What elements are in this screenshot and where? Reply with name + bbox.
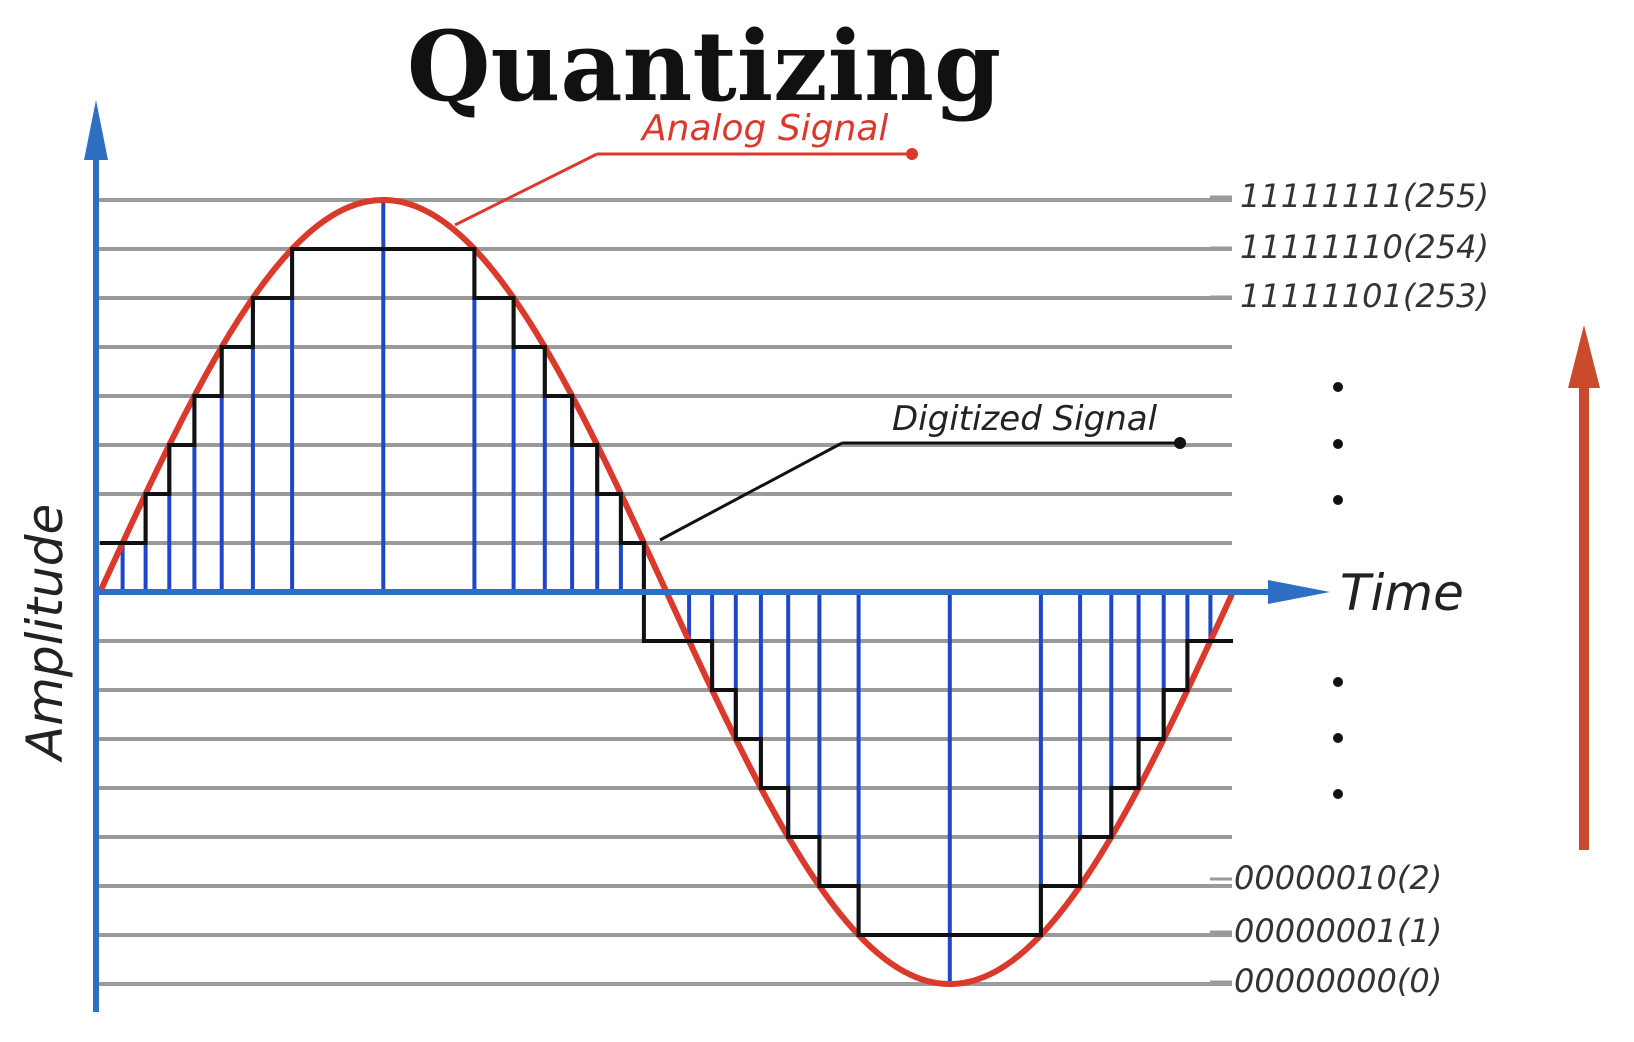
analog-signal-label: Analog Signal xyxy=(640,108,888,149)
quantization-level-lines xyxy=(96,198,1232,986)
increasing-level-arrow xyxy=(1568,325,1600,850)
ellipsis-dot xyxy=(1333,495,1343,505)
digitized-signal-label: Digitized Signal xyxy=(892,399,1158,439)
level-code-254: 11111110(254) xyxy=(1240,228,1489,266)
diagram-title: Quantizing xyxy=(407,10,1001,123)
ellipsis-dot xyxy=(1333,789,1343,799)
analog-signal-annotation: Analog Signal xyxy=(454,108,918,227)
level-code-labels: 11111111(255) 11111110(254) 11111101(253… xyxy=(1210,177,1489,1000)
x-axis xyxy=(96,580,1330,604)
ellipsis-dots xyxy=(1333,382,1343,799)
y-axis-arrowhead xyxy=(84,100,108,160)
level-code-1: 00000001(1) xyxy=(1234,912,1442,950)
ellipsis-dot xyxy=(1333,677,1343,687)
y-axis-label: Amplitude xyxy=(16,504,74,763)
red-arrowhead xyxy=(1568,325,1600,388)
digitized-annotation-dot xyxy=(1174,437,1186,449)
ellipsis-dot xyxy=(1333,733,1343,743)
level-code-0: 00000000(0) xyxy=(1234,962,1442,1000)
level-code-253: 11111101(253) xyxy=(1240,277,1489,315)
x-axis-arrowhead xyxy=(1268,580,1330,604)
analog-annotation-dot xyxy=(906,148,918,160)
level-code-255: 11111111(255) xyxy=(1240,177,1489,215)
digitized-signal-staircase xyxy=(100,247,1233,937)
ellipsis-dot xyxy=(1333,382,1343,392)
digitized-signal-annotation: Digitized Signal xyxy=(659,399,1186,542)
y-axis xyxy=(84,100,108,1012)
level-code-2: 00000010(2) xyxy=(1234,859,1442,897)
ellipsis-dot xyxy=(1333,439,1343,449)
x-axis-label: Time xyxy=(1340,564,1464,622)
